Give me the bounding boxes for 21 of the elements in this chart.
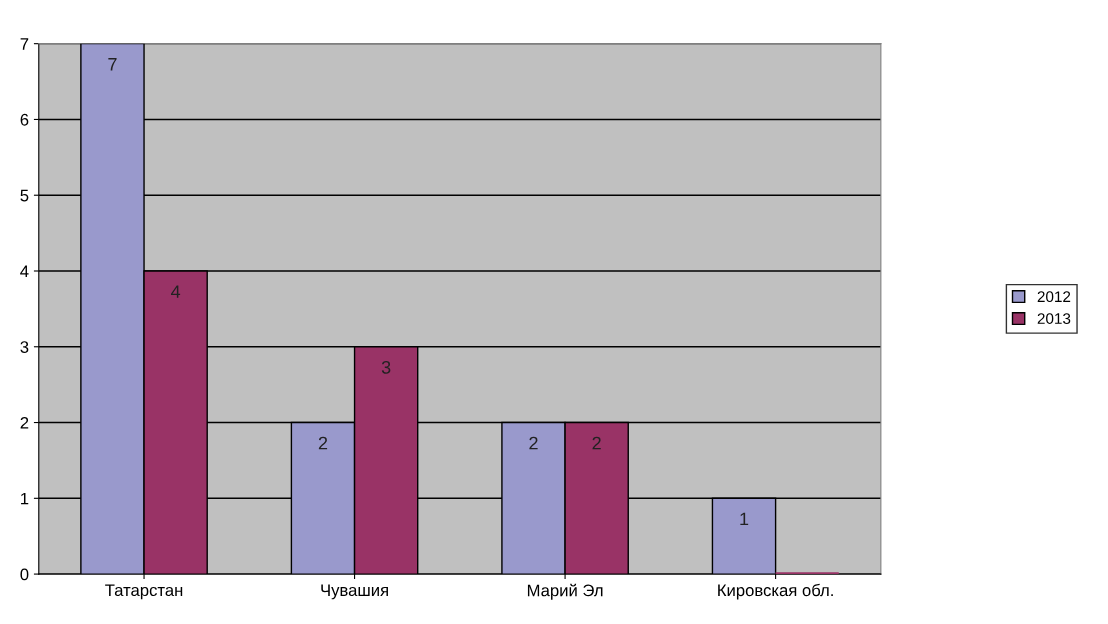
y-tick-label: 0 (20, 568, 29, 581)
data-label: 7 (108, 58, 117, 71)
y-tick-label: 4 (20, 265, 29, 278)
x-tick-label: Чувашия (321, 584, 388, 600)
y-tick-label: 2 (20, 416, 29, 429)
data-label: 3 (381, 360, 391, 374)
y-tick-label: 6 (20, 113, 29, 126)
data-label: 1 (740, 512, 749, 526)
legend-label: 2012 (1037, 291, 1071, 303)
x-tick-label: Татарстан (105, 584, 183, 600)
y-tick-label: 5 (20, 189, 29, 202)
x-tick-label: Кировская обл. (718, 583, 833, 600)
data-label: 2 (318, 436, 328, 450)
data-label: 2 (592, 436, 601, 450)
legend-label: 2013 (1037, 313, 1071, 324)
x-tick-label: Марий Эл (527, 583, 603, 600)
y-tick-label: 7 (20, 38, 29, 50)
y-tick-label: 3 (20, 341, 29, 353)
data-label: 4 (171, 285, 181, 298)
y-tick-label: 1 (21, 492, 29, 505)
data-label: 2 (529, 436, 538, 450)
